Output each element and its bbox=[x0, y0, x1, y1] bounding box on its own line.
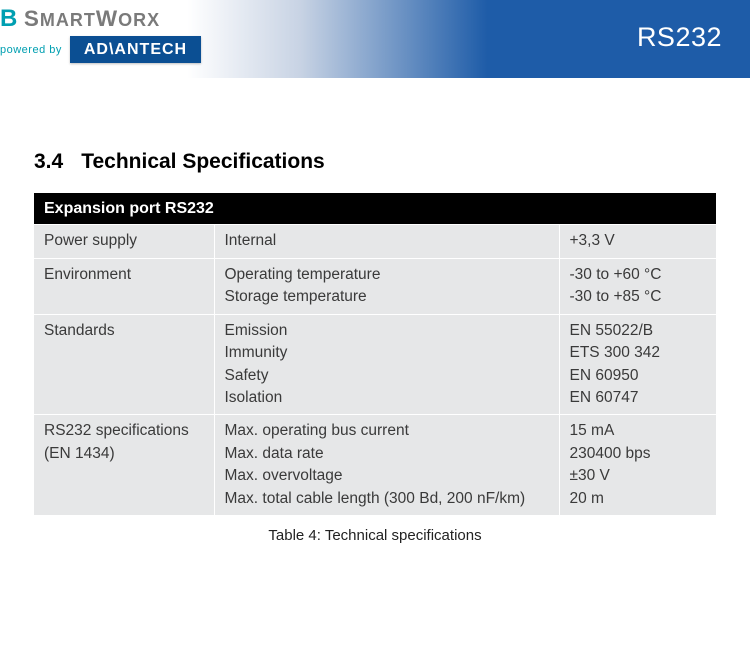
spec-param-cell: Max. operating bus currentMax. data rate… bbox=[214, 415, 559, 515]
spec-param-cell: Operating temperatureStorage temperature bbox=[214, 258, 559, 314]
table-row: Power supply Internal +3,3 V bbox=[34, 225, 716, 258]
spec-param-line: Max. operating bus current bbox=[225, 420, 549, 442]
spec-name-cell: RS232 specifications (EN 1434) bbox=[34, 415, 214, 515]
brand-prefix: B bbox=[0, 7, 18, 31]
advantech-badge: AD\ANTECH bbox=[70, 36, 201, 63]
spec-value-cell: EN 55022/BETS 300 342EN 60950EN 60747 bbox=[559, 314, 716, 415]
page-header: B SMARTWORX powered by AD\ANTECH RS232 bbox=[0, 0, 750, 78]
spec-value-line: ETS 300 342 bbox=[570, 342, 707, 364]
spec-table: Expansion port RS232 Power supply Interna… bbox=[34, 192, 716, 515]
section-number: 3.4 bbox=[34, 150, 63, 174]
spec-param-line: Isolation bbox=[225, 387, 549, 409]
spec-value-line: -30 to +85 °C bbox=[570, 286, 707, 308]
spec-param-line: Internal bbox=[225, 230, 549, 252]
spec-param-line: Max. overvoltage bbox=[225, 465, 549, 487]
spec-param-line: Operating temperature bbox=[225, 264, 549, 286]
table-header-row: Expansion port RS232 bbox=[34, 193, 716, 225]
spec-param-line: Max. data rate bbox=[225, 443, 549, 465]
brand-word: SMARTWORX bbox=[24, 6, 160, 32]
spec-name-cell: Environment bbox=[34, 258, 214, 314]
spec-name-cell: Standards bbox=[34, 314, 214, 415]
powered-by-row: powered by AD\ANTECH bbox=[0, 36, 201, 63]
spec-param-line: Storage temperature bbox=[225, 286, 549, 308]
spec-value-cell: +3,3 V bbox=[559, 225, 716, 258]
brand-smartworx: B SMARTWORX bbox=[0, 6, 160, 32]
table-row: EnvironmentOperating temperatureStorage … bbox=[34, 258, 716, 314]
spec-value-line: EN 60747 bbox=[570, 387, 707, 409]
spec-value-line: -30 to +60 °C bbox=[570, 264, 707, 286]
spec-param-line: Immunity bbox=[225, 342, 549, 364]
spec-value-line: ±30 V bbox=[570, 465, 707, 487]
section-heading: 3.4 Technical Specifications bbox=[34, 150, 716, 174]
section-title: Technical Specifications bbox=[81, 150, 325, 173]
document-title: RS232 bbox=[637, 22, 722, 53]
table-caption: Table 4: Technical specifications bbox=[34, 527, 716, 544]
content-area: 3.4 Technical Specifications Expansion po… bbox=[0, 78, 750, 544]
spec-value-line: +3,3 V bbox=[570, 230, 707, 252]
brand-logo-block: B SMARTWORX powered by AD\ANTECH bbox=[0, 6, 201, 63]
spec-param-line: Safety bbox=[225, 365, 549, 387]
spec-param-line: Max. total cable length (300 Bd, 200 nF/… bbox=[225, 488, 549, 510]
table-row: RS232 specifications (EN 1434)Max. opera… bbox=[34, 415, 716, 515]
table-header-cell: Expansion port RS232 bbox=[34, 193, 716, 225]
spec-name-cell: Power supply bbox=[34, 225, 214, 258]
spec-value-line: EN 60950 bbox=[570, 365, 707, 387]
spec-param-cell: Internal bbox=[214, 225, 559, 258]
spec-param-line: Emission bbox=[225, 320, 549, 342]
table-body: Power supplyInternal+3,3 VEnvironmentOpe… bbox=[34, 225, 716, 516]
spec-value-cell: 15 mA230400 bps±30 V20 m bbox=[559, 415, 716, 515]
table-row: StandardsEmissionImmunitySafetyIsolation… bbox=[34, 314, 716, 415]
spec-value-line: 20 m bbox=[570, 488, 707, 510]
spec-value-line: EN 55022/B bbox=[570, 320, 707, 342]
spec-value-line: 15 mA bbox=[570, 420, 707, 442]
spec-param-cell: EmissionImmunitySafetyIsolation bbox=[214, 314, 559, 415]
spec-value-cell: -30 to +60 °C-30 to +85 °C bbox=[559, 258, 716, 314]
powered-by-label: powered by bbox=[0, 44, 62, 56]
spec-value-line: 230400 bps bbox=[570, 443, 707, 465]
